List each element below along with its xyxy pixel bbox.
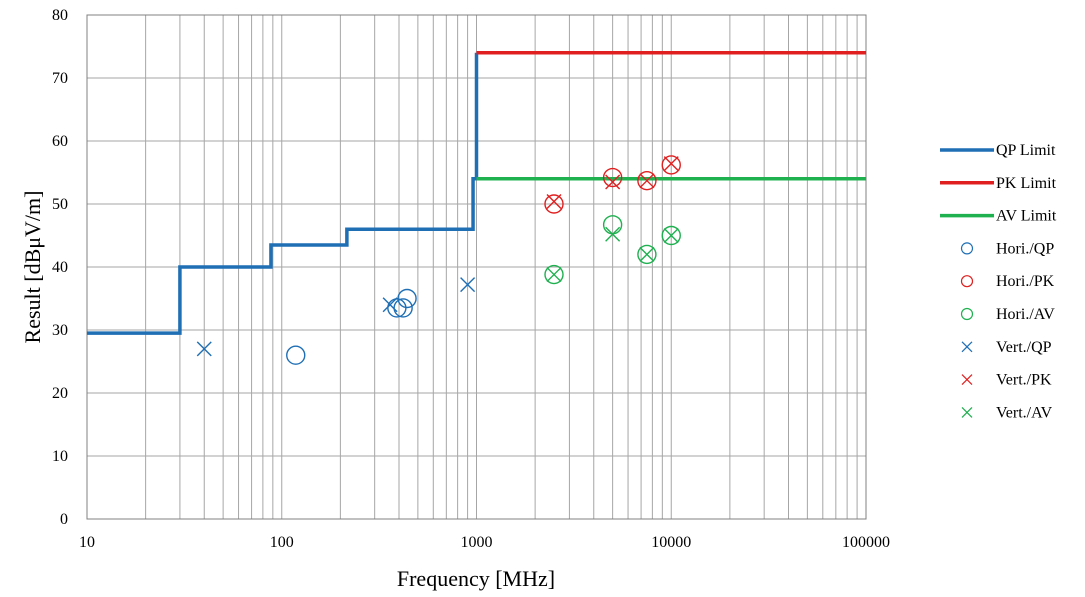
legend-label-hori-av: Hori./AV [996, 306, 1055, 323]
vert-qp-marker-stroke [196, 341, 212, 357]
legend-swatch-vert-pk [961, 374, 973, 386]
y-tick-label: 0 [60, 511, 68, 528]
x-tick-label: 10 [79, 534, 95, 551]
vert-pk-marker [546, 193, 562, 209]
vert-av-marker-stroke [546, 267, 562, 283]
legend-swatch-hori-av [960, 307, 974, 321]
x-tick-label: 10000 [651, 534, 691, 551]
legend-swatch-stroke [961, 341, 973, 353]
x-axis-title: Frequency [MHz] [397, 566, 555, 591]
vert-av-marker [639, 246, 655, 262]
y-tick-label: 80 [52, 7, 68, 24]
vert-pk-marker-stroke [546, 193, 562, 209]
legend-swatch-stroke [961, 406, 973, 418]
x-tick-label: 100 [270, 534, 294, 551]
y-tick-labels: 0 10 20 30 40 50 60 70 80 [52, 7, 68, 528]
vert-av-marker-stroke [639, 246, 655, 262]
legend-label-vert-qp: Vert./QP [996, 339, 1052, 356]
qp-limit-line [87, 52, 479, 335]
hori-pk-marker [637, 170, 657, 191]
limit-lines [87, 51, 866, 335]
vert-qp-marker [460, 277, 476, 293]
vert-pk-marker [605, 174, 621, 190]
legend-swatch-stroke [961, 374, 973, 386]
hori-qp-marker [397, 288, 417, 309]
legend-label-pk-limit: PK Limit [996, 175, 1057, 192]
vert-pk-marker-stroke [605, 174, 621, 190]
legend-swatch-hori-pk [960, 275, 974, 288]
legend-label-vert-av: Vert./AV [996, 404, 1053, 421]
vert-pk-marker [639, 173, 655, 189]
y-tick-label: 20 [52, 385, 68, 402]
legend-swatch-vert-av [961, 406, 973, 418]
hori-pk-marker [544, 194, 564, 214]
hori-av-marker [637, 244, 657, 265]
x-tick-label: 1000 [461, 534, 493, 551]
vert-av-marker-stroke [663, 228, 679, 243]
y-tick-label: 50 [52, 196, 68, 213]
vert-av-marker [663, 228, 679, 243]
data-markers [196, 155, 681, 365]
x-tick-label: 100000 [842, 534, 890, 551]
x-tick-labels: 10 100 1000 10000 100000 [79, 534, 890, 551]
y-tick-label: 60 [52, 133, 68, 150]
hori-qp-marker [286, 345, 306, 365]
legend-label-qp-limit: QP Limit [996, 142, 1056, 159]
y-tick-label: 30 [52, 322, 68, 339]
vert-qp-marker [196, 341, 212, 357]
hori-av-marker [661, 225, 681, 246]
vert-qp-marker [382, 297, 398, 313]
legend: QP Limit PK Limit AV Limit Hori./QP Hori./PK… [940, 142, 1057, 421]
legend-label-vert-pk: Vert./PK [996, 372, 1052, 389]
legend-label-hori-pk: Hori./PK [996, 273, 1055, 290]
y-axis-title: Result [dBμV/m] [20, 191, 45, 344]
legend-label-hori-qp: Hori./QP [996, 240, 1054, 257]
vert-av-marker [546, 267, 562, 283]
vert-av-marker [605, 226, 621, 242]
vert-qp-marker-stroke [382, 297, 398, 313]
hori-av-marker [544, 264, 564, 285]
hori-pk-marker [602, 167, 623, 188]
legend-swatch-vert-qp [961, 341, 973, 353]
vert-pk-marker-stroke [663, 156, 679, 172]
plot-area-border [86, 14, 867, 520]
y-tick-label: 40 [52, 259, 68, 276]
vert-pk-marker-stroke [639, 173, 655, 189]
vert-av-marker-stroke [605, 226, 621, 242]
vert-pk-marker [663, 156, 679, 172]
hori-pk-marker [661, 155, 681, 175]
legend-swatch-hori-qp [960, 242, 974, 255]
y-tick-label: 70 [52, 70, 68, 87]
grid [86, 14, 867, 520]
vert-qp-marker-stroke [460, 277, 476, 293]
y-tick-label: 10 [52, 448, 68, 465]
legend-label-av-limit: AV Limit [996, 208, 1057, 225]
